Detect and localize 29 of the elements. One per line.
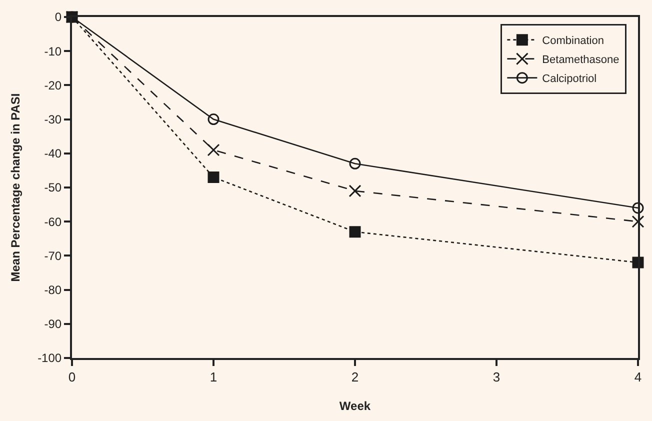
point — [207, 144, 220, 156]
point — [349, 158, 361, 170]
y-tick-label: -60 — [44, 214, 62, 229]
y-tick-label: -50 — [44, 180, 62, 195]
y-tick-label: -80 — [44, 283, 62, 297]
y-tick-label: -20 — [44, 78, 62, 92]
y-tick-label: 0 — [54, 10, 62, 24]
legend-label: Calcipotriol — [542, 73, 597, 86]
point — [632, 215, 644, 228]
y-tick-label: -30 — [44, 112, 62, 126]
y-tick-label: -100 — [38, 351, 62, 366]
legend-label: Betamethasone — [542, 54, 620, 66]
point — [208, 114, 220, 126]
x-tick-label: 4 — [634, 370, 642, 385]
legend-label: Combination — [542, 35, 604, 48]
x-tick-label: 1 — [210, 370, 218, 385]
y-tick-label: -10 — [44, 44, 62, 58]
y-tick-label: -90 — [44, 317, 62, 332]
point — [348, 184, 362, 198]
y-tick-label: -70 — [44, 248, 62, 263]
y-tick-label: -40 — [44, 146, 62, 161]
x-tick-label: 0 — [68, 370, 76, 385]
y-axis-title: Mean Percentage change in PASI — [8, 93, 22, 282]
point — [349, 226, 361, 238]
point — [208, 172, 220, 184]
x-axis-title: Week — [339, 399, 371, 413]
point — [632, 202, 644, 214]
x-tick-label: 2 — [351, 370, 359, 385]
x-tick-label: 3 — [492, 370, 500, 385]
